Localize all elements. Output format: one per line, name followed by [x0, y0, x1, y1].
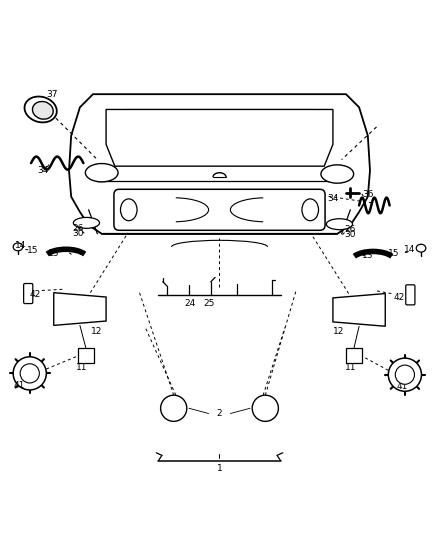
Text: 34: 34: [326, 194, 338, 203]
Text: 13: 13: [361, 251, 373, 260]
Text: 42: 42: [30, 290, 41, 300]
Ellipse shape: [120, 199, 137, 221]
Text: 15: 15: [387, 249, 399, 258]
Ellipse shape: [85, 164, 118, 182]
FancyBboxPatch shape: [405, 285, 414, 305]
Text: 11: 11: [344, 363, 355, 372]
Text: 15: 15: [27, 246, 39, 255]
FancyBboxPatch shape: [345, 348, 361, 364]
Text: 26: 26: [344, 225, 355, 234]
FancyBboxPatch shape: [114, 189, 324, 230]
Text: 1: 1: [216, 464, 222, 473]
Ellipse shape: [25, 96, 57, 123]
Circle shape: [394, 365, 413, 384]
Circle shape: [252, 395, 278, 422]
Circle shape: [388, 358, 420, 391]
Polygon shape: [332, 294, 385, 326]
Ellipse shape: [415, 244, 425, 252]
Polygon shape: [53, 293, 106, 325]
Text: 12: 12: [332, 327, 343, 336]
Text: 30: 30: [344, 230, 355, 239]
Ellipse shape: [325, 219, 352, 230]
Text: 41: 41: [396, 382, 407, 391]
Text: 30: 30: [72, 229, 83, 238]
Ellipse shape: [13, 243, 23, 251]
Text: 13: 13: [48, 249, 60, 258]
Text: 12: 12: [91, 327, 102, 336]
Ellipse shape: [73, 217, 99, 228]
Polygon shape: [69, 94, 369, 234]
Text: 2: 2: [216, 409, 222, 418]
Text: 41: 41: [14, 381, 25, 390]
FancyBboxPatch shape: [24, 284, 33, 304]
Text: 34: 34: [37, 166, 49, 175]
Circle shape: [13, 357, 46, 390]
Text: 14: 14: [15, 241, 27, 251]
Text: 14: 14: [403, 245, 414, 254]
Text: 42: 42: [393, 293, 404, 302]
FancyBboxPatch shape: [78, 348, 94, 364]
Text: 24: 24: [184, 299, 195, 308]
Ellipse shape: [301, 199, 318, 221]
Text: 26: 26: [72, 224, 83, 232]
Text: 11: 11: [76, 363, 88, 372]
Text: 37: 37: [46, 90, 57, 99]
Text: 25: 25: [202, 299, 214, 308]
Text: 36: 36: [361, 190, 373, 199]
Ellipse shape: [320, 165, 353, 183]
Circle shape: [20, 364, 39, 383]
Ellipse shape: [32, 101, 53, 119]
Polygon shape: [106, 109, 332, 166]
Circle shape: [160, 395, 186, 422]
